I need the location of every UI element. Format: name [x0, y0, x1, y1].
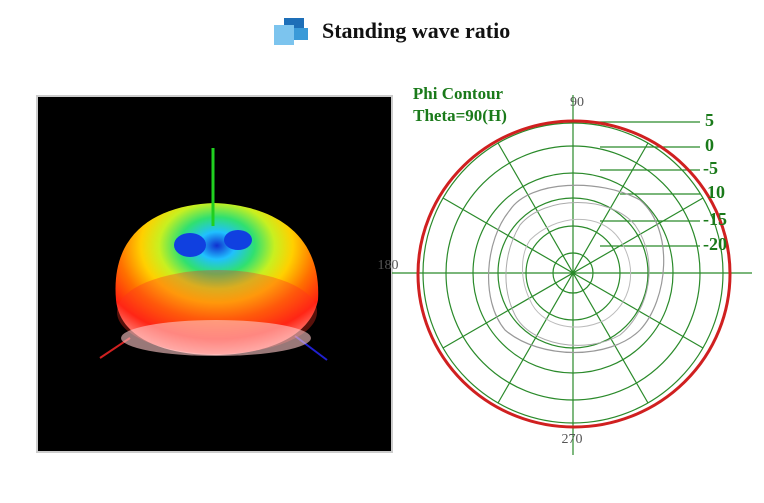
radial-label: -20	[703, 234, 727, 254]
title: Standing wave ratio	[322, 18, 510, 43]
polar-plot	[392, 95, 752, 455]
radial-label: 5	[705, 110, 714, 130]
polar-subtitle: Theta=90(H)	[413, 106, 507, 125]
radial-label: 10	[707, 182, 725, 202]
pattern-3d	[36, 95, 393, 453]
angle-label: 180	[378, 258, 399, 273]
radial-label: -15	[703, 209, 727, 229]
angle-label: 90	[570, 95, 584, 110]
polar-title: Phi Contour	[413, 84, 504, 103]
angle-label: 270	[562, 432, 583, 447]
radial-label: 0	[705, 135, 714, 155]
radial-label: -5	[703, 158, 718, 178]
title-icon	[274, 18, 308, 45]
